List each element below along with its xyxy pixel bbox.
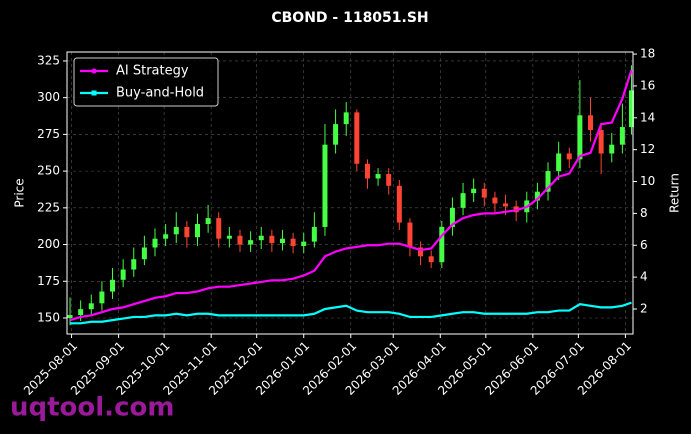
series-line [70,301,632,325]
y-tick-label: 150 [37,310,60,324]
candle-body [460,193,466,208]
y2-axis-label: Return [668,173,682,213]
candle-body [375,174,381,179]
legend-label: AI Strategy [116,64,189,79]
candle-body [503,203,509,207]
legend-label: Buy-and-Hold [116,86,204,101]
candle-body [396,185,402,223]
candle-body [364,163,370,179]
candle-body [628,90,634,128]
y2-tick-label: 8 [640,206,648,220]
y2-tick-label: 16 [640,78,655,92]
y2-tick-label: 2 [640,301,648,315]
y-tick-label: 225 [37,200,60,214]
candle-body [237,235,243,245]
candle-body [110,279,116,292]
candle-body [173,226,179,235]
candle-body [471,188,477,194]
candle-body [184,226,190,238]
candle-body [492,197,498,204]
y2-tick-label: 10 [640,174,655,188]
candle-body [120,269,126,280]
legend-marker [91,68,97,74]
candle-body [131,259,137,270]
candle-body [556,153,562,172]
candle-body [163,234,169,239]
candle-body [194,223,200,238]
y2-tick-label: 4 [640,270,648,284]
chart-title: CBOND - 118051.SH [271,10,428,26]
candle-body [141,247,147,260]
candle-body [439,226,445,263]
candle-body [269,235,275,244]
candle-body [258,235,264,241]
candle-body [301,241,307,247]
legend-box [73,57,219,107]
legend-marker [91,90,97,96]
candle-body [78,309,84,316]
candle-body [449,207,455,227]
series-line [69,69,633,322]
y2-tick-label: 6 [640,238,648,252]
candle-body [418,247,424,257]
candle-body [481,188,487,198]
y-tick-label: 200 [37,237,60,251]
y-tick-label: 275 [37,127,60,141]
candle-body [407,222,413,248]
y-tick-label: 175 [37,274,60,288]
candle-body [619,127,625,145]
candle-body [290,238,296,247]
candle-body [566,153,572,160]
plot-frame [66,51,634,335]
y-tick-label: 250 [37,164,60,178]
candle-body [152,238,158,248]
candle-body [598,129,604,154]
candle-body [545,171,551,192]
candle-body [88,303,94,310]
candle-body [67,315,73,318]
candle-body [311,226,317,242]
y2-tick-label: 12 [640,142,655,156]
candle-body [577,115,583,160]
candle-body [248,240,254,245]
candle-body [609,144,615,154]
candle-body [386,174,392,186]
candle-body [226,235,232,239]
candle-body [205,218,211,224]
y-tick-label: 300 [37,90,60,104]
candle-body [354,112,360,164]
candle-body [343,112,349,125]
candle-body [588,115,594,130]
candle-body [428,256,434,263]
candle-body [99,291,105,304]
y-axis-label: Price [13,178,27,207]
candle-body [279,238,285,244]
candle-body [333,124,339,145]
candle-body [534,191,540,201]
y2-tick-label: 18 [640,47,655,61]
candle-body [322,144,328,227]
watermark: uqtool.com [10,393,174,423]
y2-tick-label: 14 [640,110,655,124]
y-tick-label: 325 [37,53,60,67]
candle-body [216,218,222,239]
